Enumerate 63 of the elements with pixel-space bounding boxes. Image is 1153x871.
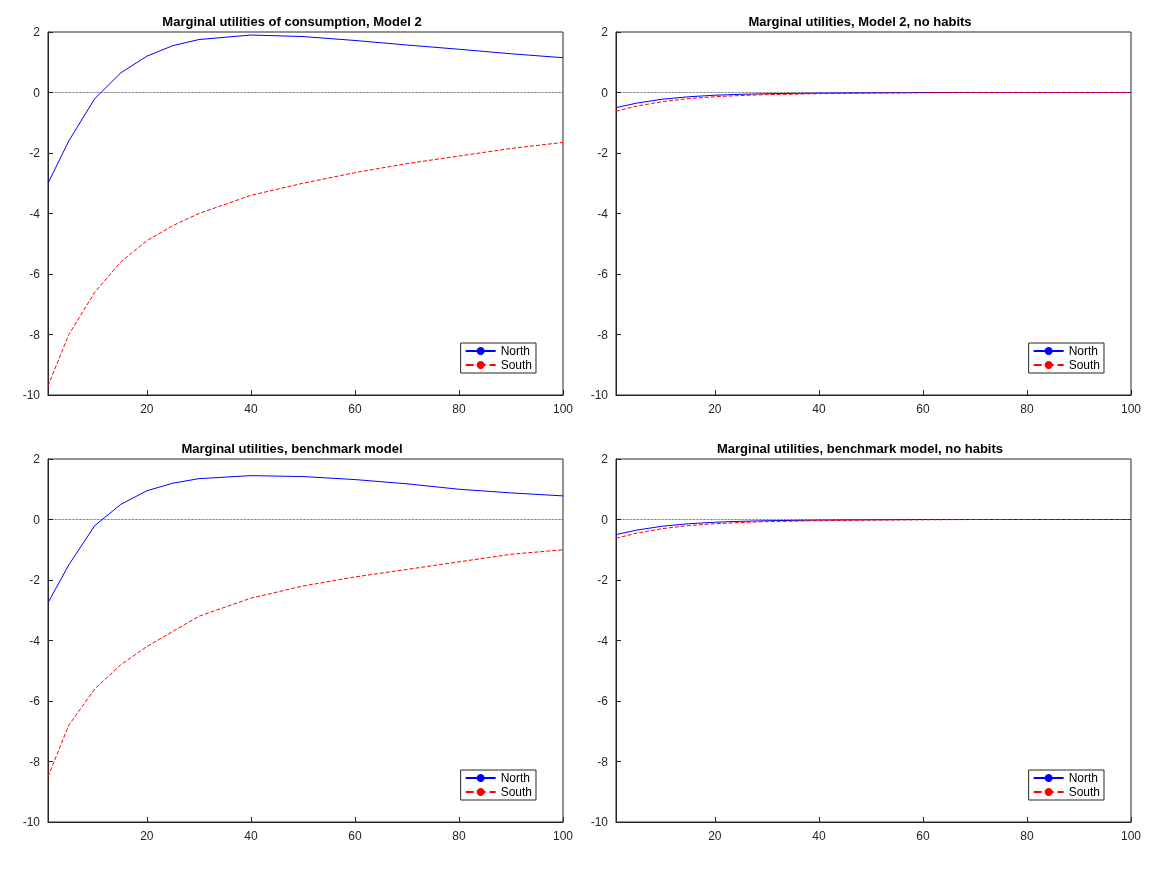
x-tick-label: 40	[244, 402, 258, 416]
y-tick-label: 0	[33, 512, 41, 527]
x-tick-label: 60	[916, 829, 930, 843]
y-tick-label: -10	[22, 388, 41, 402]
x-tick-label: 40	[244, 829, 258, 843]
y-tick-label: -2	[597, 146, 609, 160]
line-series	[47, 34, 564, 184]
x-tick-label: 80	[1020, 829, 1034, 843]
x-tick-label: 80	[452, 402, 466, 416]
line-series	[47, 475, 564, 604]
legend-label: South	[500, 785, 532, 799]
line-series	[47, 141, 564, 387]
y-tick-label: -6	[29, 267, 41, 281]
chart-title: Marginal utilities, benchmark model, no habits	[716, 441, 1004, 456]
x-tick-label: 60	[916, 402, 930, 416]
y-tick-label: 0	[601, 85, 609, 100]
y-tick-label: -2	[29, 573, 41, 587]
legend-label: North	[1068, 344, 1098, 358]
x-tick-label: 20	[140, 402, 154, 416]
y-tick-label: -8	[29, 754, 41, 769]
x-tick-label: 100	[1120, 829, 1142, 843]
y-tick-label: -4	[29, 206, 41, 221]
x-tick-label: 100	[552, 402, 574, 416]
y-tick-label: -4	[29, 633, 41, 648]
legend-label: South	[500, 358, 532, 372]
y-tick-label: -10	[22, 815, 41, 829]
x-tick-label: 80	[1020, 402, 1034, 416]
x-tick-label: 40	[812, 829, 826, 843]
legend-label: North	[500, 344, 530, 358]
y-tick-label: 2	[33, 452, 41, 466]
y-tick-label: -8	[29, 327, 41, 342]
y-tick-label: 2	[33, 25, 41, 39]
x-tick-label: 60	[348, 829, 362, 843]
legend-label: South	[1068, 785, 1100, 799]
x-tick-label: 80	[452, 829, 466, 843]
y-tick-label: -4	[597, 633, 609, 648]
y-tick-label: 2	[601, 452, 609, 466]
y-tick-label: -2	[29, 146, 41, 160]
chart-title: Marginal utilities, Model 2, no habits	[748, 14, 972, 29]
x-tick-label: 100	[552, 829, 574, 843]
y-tick-label: -6	[597, 267, 609, 281]
chart-title: Marginal utilities, benchmark model	[181, 441, 403, 456]
legend-label: South	[1068, 358, 1100, 372]
y-tick-label: 2	[601, 25, 609, 39]
y-tick-label: -10	[590, 388, 609, 402]
legend-label: North	[500, 771, 530, 785]
y-tick-label: -6	[29, 694, 41, 708]
y-tick-label: -10	[590, 815, 609, 829]
y-tick-label: 0	[33, 85, 41, 100]
y-tick-label: -4	[597, 206, 609, 221]
legend-label: North	[1068, 771, 1098, 785]
x-tick-label: 40	[812, 402, 826, 416]
y-tick-label: 0	[601, 512, 609, 527]
x-tick-label: 100	[1120, 402, 1142, 416]
x-tick-label: 60	[348, 402, 362, 416]
x-tick-label: 20	[708, 829, 722, 843]
y-tick-label: -2	[597, 573, 609, 587]
x-tick-label: 20	[140, 829, 154, 843]
y-tick-label: -8	[597, 327, 609, 342]
y-tick-label: -6	[597, 694, 609, 708]
y-tick-label: -8	[597, 754, 609, 769]
x-tick-label: 20	[708, 402, 722, 416]
chart-title: Marginal utilities of consumption, Model 2	[162, 14, 422, 29]
